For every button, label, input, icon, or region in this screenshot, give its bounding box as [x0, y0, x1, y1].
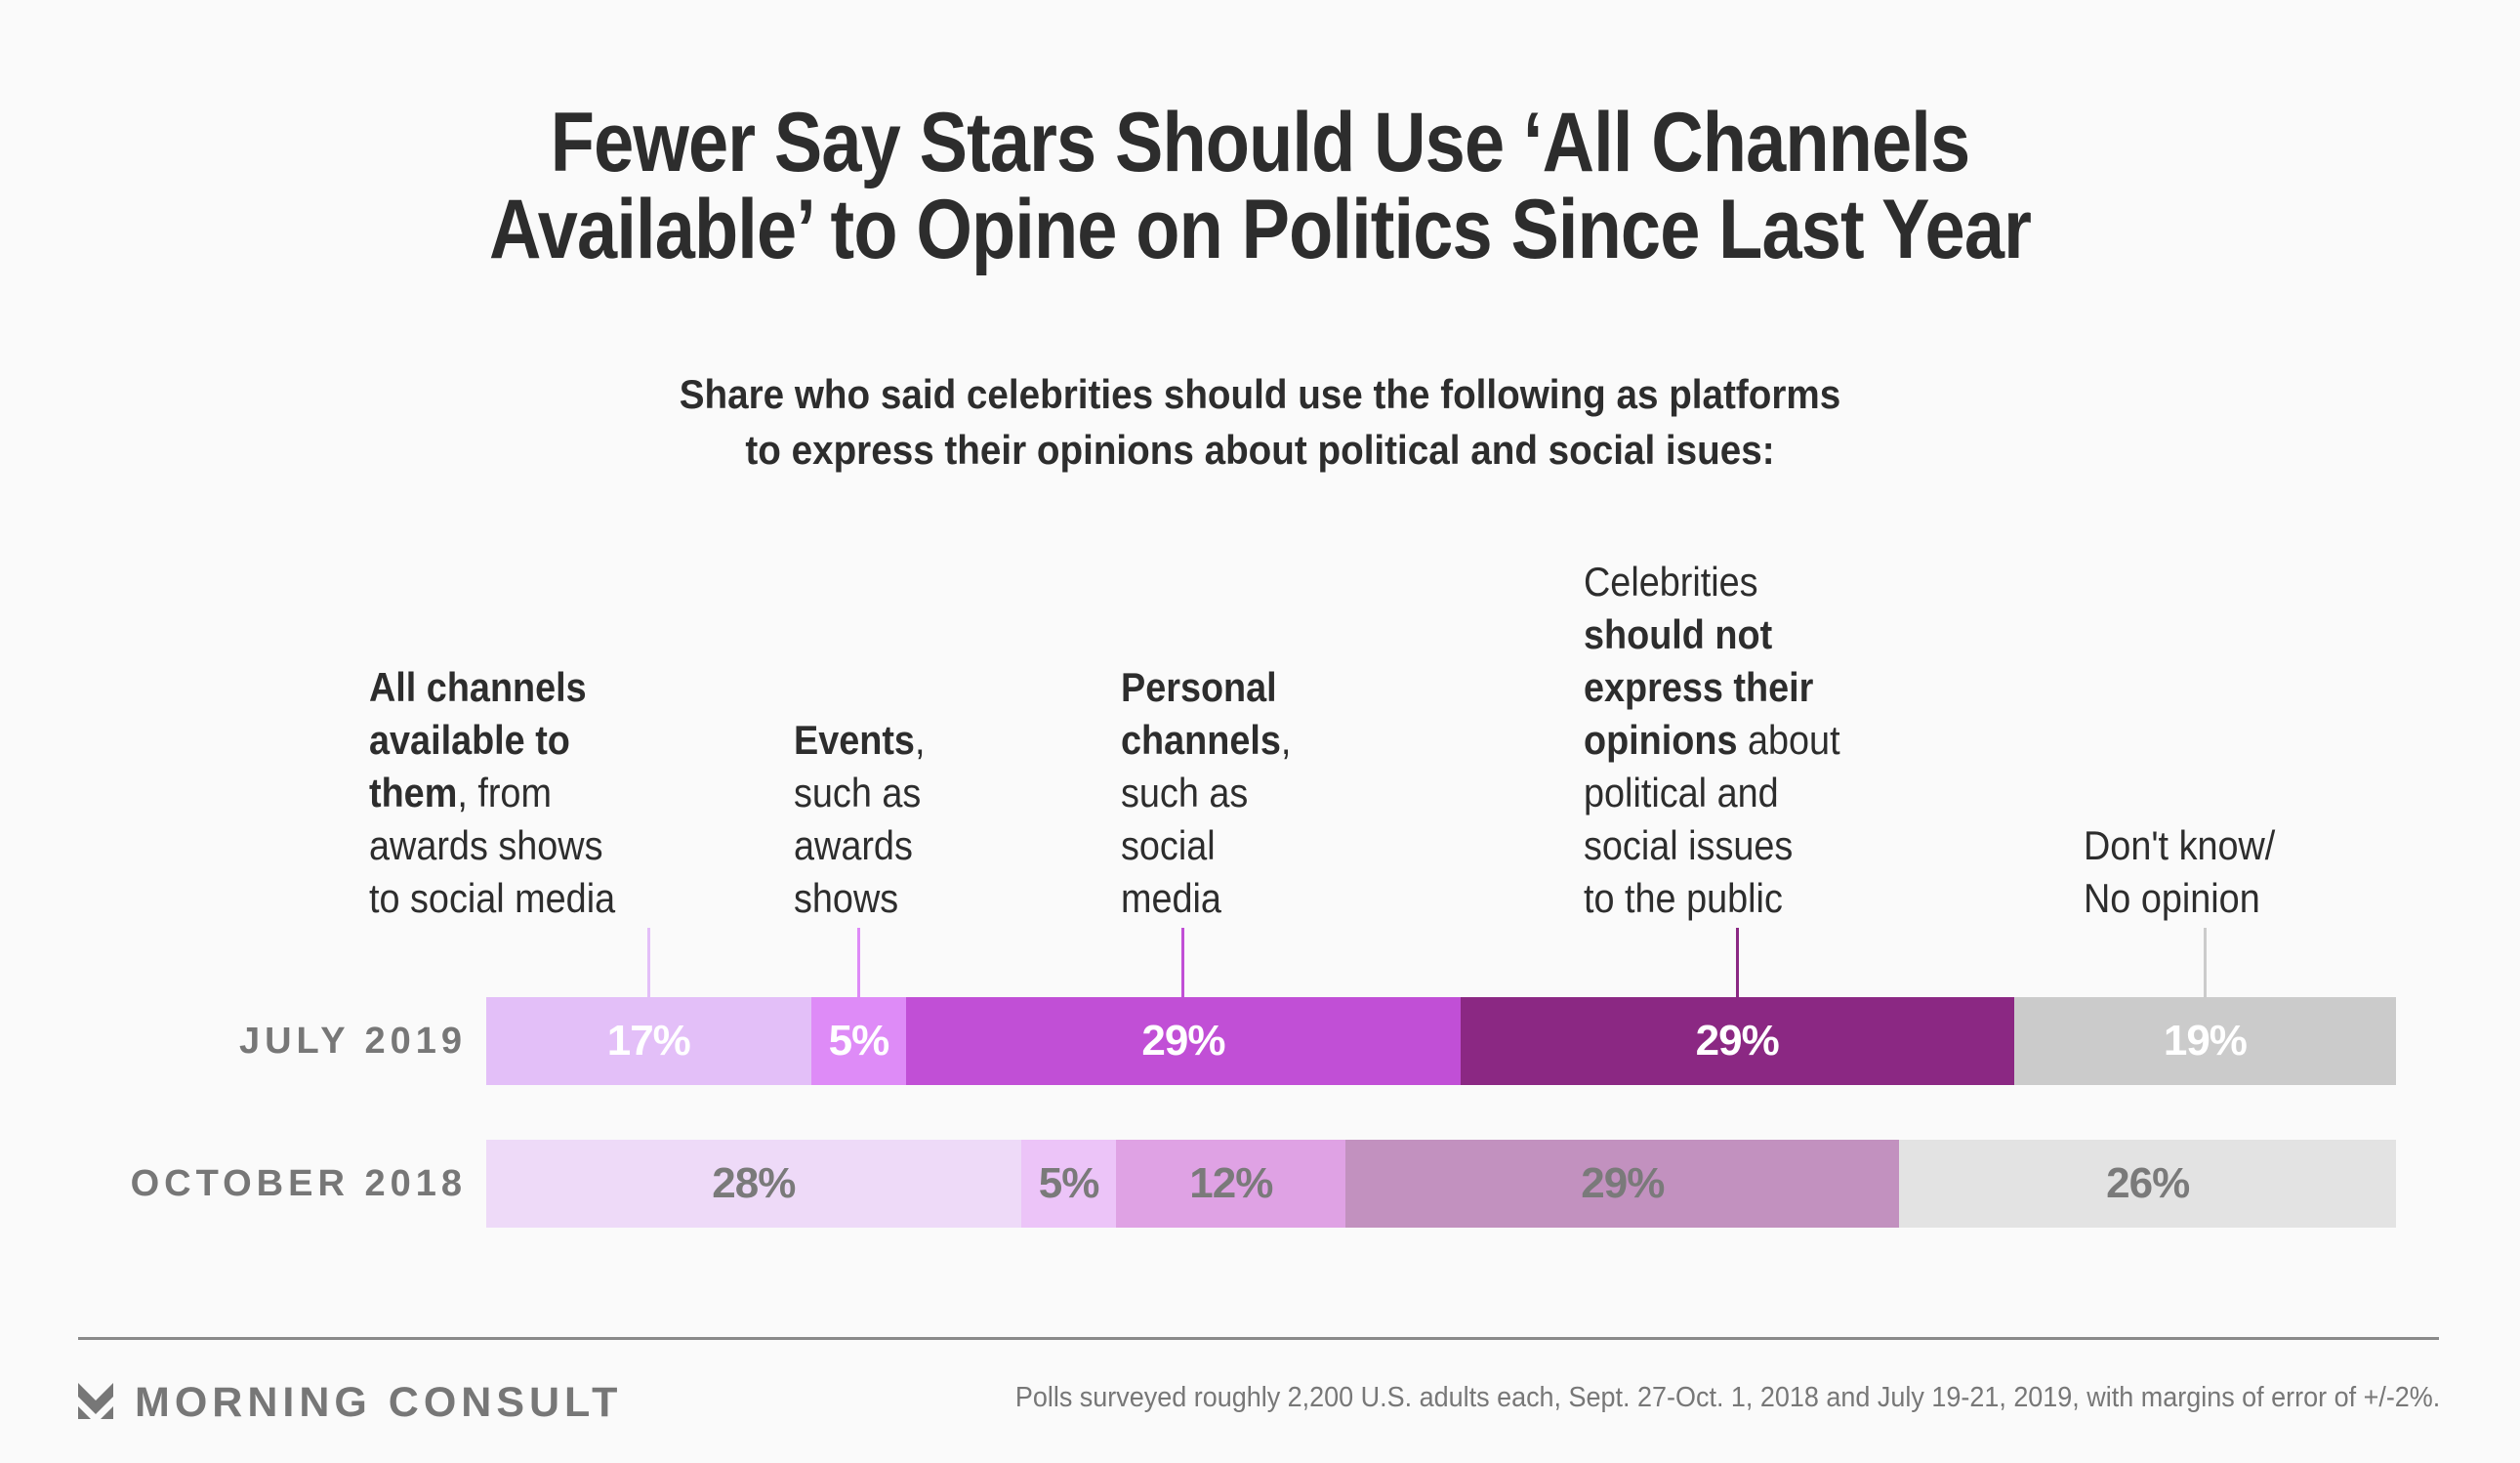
series-label-emphasis: channels [1121, 717, 1281, 763]
series-label-line: No opinion [2084, 872, 2275, 925]
chart-title-line: Fewer Say Stars Should Use ‘All Channels [550, 96, 1970, 189]
leader-line [1735, 928, 1739, 997]
series-label-text: such as [794, 770, 922, 815]
series-label-line: Events, [794, 714, 925, 767]
series-label: Celebrities should not express their opinio… [1584, 556, 1840, 925]
series-label-text: Don't know/ [2084, 822, 2276, 868]
bar-segment: 19% [2013, 997, 2396, 1085]
series-label: Events, such as awards shows [794, 714, 925, 925]
series-label-line: Celebrities [1584, 556, 1840, 608]
chart-title: Fewer Say Stars Should Use ‘All Channels… [0, 100, 2520, 273]
bar-value-label: 5% [1038, 1159, 1100, 1207]
series-label-text: , [914, 717, 926, 763]
series-label-emphasis: them [369, 770, 458, 815]
series-label-line: shows [794, 872, 925, 925]
bar-segment: 5% [1020, 1140, 1117, 1228]
bar-value-label: 5% [828, 1017, 890, 1065]
series-label-line: social issues [1584, 819, 1840, 872]
leader-line [646, 928, 650, 997]
chart-title-line: Available’ to Opine on Politics Since La… [488, 183, 2032, 276]
row-label: OCTOBER 2018 [130, 1163, 467, 1204]
series-label-line: Don't know/ [2084, 819, 2275, 872]
bar-segment: 29% [1460, 997, 2014, 1085]
series-label: All channels available to them, from awards… [369, 661, 615, 925]
series-label-text: social [1121, 822, 1216, 868]
bar-segment: 12% [1116, 1140, 1346, 1228]
series-label-line: to social media [369, 872, 615, 925]
series-label-line: awards shows [369, 819, 615, 872]
series-label-text: shows [794, 875, 899, 921]
footer-divider [78, 1337, 2439, 1340]
series-label-line: such as [1121, 767, 1291, 819]
chart-subtitle-line: Share who said celebrities should use th… [679, 371, 1841, 417]
leader-line [2203, 928, 2207, 997]
series-label-emphasis: Personal [1121, 664, 1277, 710]
series-label: Don't know/No opinion [2084, 819, 2275, 925]
series-label-line: them, from [369, 767, 615, 819]
series-label-line: channels, [1121, 714, 1291, 767]
series-label-emphasis: Events [794, 717, 915, 763]
series-label-line: media [1121, 872, 1291, 925]
bar-value-label: 17% [606, 1017, 691, 1065]
series-label-text: media [1121, 875, 1221, 921]
bar-value-label: 29% [1695, 1017, 1780, 1065]
bar-value-label: 29% [1141, 1017, 1225, 1065]
bar-segment: 5% [810, 997, 907, 1085]
bar-segment: 28% [486, 1140, 1021, 1228]
series-label-line: available to [369, 714, 615, 767]
bar-segment: 26% [1899, 1140, 2396, 1228]
series-label-line: should not [1584, 608, 1840, 661]
logo-triangle-right [101, 1406, 113, 1419]
series-label-text: political and [1584, 770, 1779, 815]
chart-subtitle: Share who said celebrities should use th… [0, 366, 2520, 478]
series-label-emphasis: express their [1584, 664, 1814, 710]
leader-line [856, 928, 860, 997]
series-label-line: political and [1584, 767, 1840, 819]
chart-subtitle-line: to express their opinions about politica… [745, 427, 1775, 473]
series-label: Personal channels, such as social media [1121, 661, 1291, 925]
series-label-text: No opinion [2084, 875, 2260, 921]
bar-segment: 29% [1345, 1140, 1900, 1228]
bar-value-label: 28% [712, 1159, 796, 1207]
series-label-emphasis: should not [1584, 611, 1773, 657]
series-label-text: about [1737, 717, 1840, 763]
series-label-text: , from [457, 770, 552, 815]
series-label-line: express their [1584, 661, 1840, 714]
series-label-emphasis: opinions [1584, 717, 1738, 763]
series-label-line: awards [794, 819, 925, 872]
series-label-text: , [1280, 717, 1292, 763]
series-label-text: social issues [1584, 822, 1794, 868]
row-label: JULY 2019 [238, 1021, 467, 1062]
series-label-line: opinions about [1584, 714, 1840, 767]
morning-consult-logo-icon [78, 1383, 113, 1419]
bar-row: 28% 5% 12% 29% 26% [486, 1140, 2396, 1228]
series-label-line: to the public [1584, 872, 1840, 925]
bar-segment: 29% [906, 997, 1461, 1085]
bar-value-label: 29% [1581, 1159, 1665, 1207]
series-label-line: All channels [369, 661, 615, 714]
series-label-text: awards [794, 822, 913, 868]
bar-row: 17% 5% 29% 29% 19% [486, 997, 2396, 1085]
bar-segment: 17% [486, 997, 811, 1085]
series-label-text: Celebrities [1584, 559, 1758, 605]
leader-line [1181, 928, 1185, 997]
series-label-emphasis: All channels [369, 664, 587, 710]
series-label-text: to the public [1584, 875, 1783, 921]
series-label-text: such as [1121, 770, 1249, 815]
source-note: Polls surveyed roughly 2,200 U.S. adults… [1014, 1382, 2440, 1413]
series-label-line: social [1121, 819, 1291, 872]
brand-name: MORNING CONSULT [135, 1379, 623, 1426]
bar-value-label: 12% [1189, 1159, 1273, 1207]
logo-triangle-left [78, 1406, 91, 1419]
series-label-emphasis: available to [369, 717, 570, 763]
series-label-text: to social media [369, 875, 616, 921]
logo-chevron [78, 1383, 113, 1414]
series-label-text: awards shows [369, 822, 603, 868]
bar-value-label: 26% [2106, 1159, 2190, 1207]
bar-value-label: 19% [2163, 1017, 2248, 1065]
series-label-line: Personal [1121, 661, 1291, 714]
series-label-line: such as [794, 767, 925, 819]
